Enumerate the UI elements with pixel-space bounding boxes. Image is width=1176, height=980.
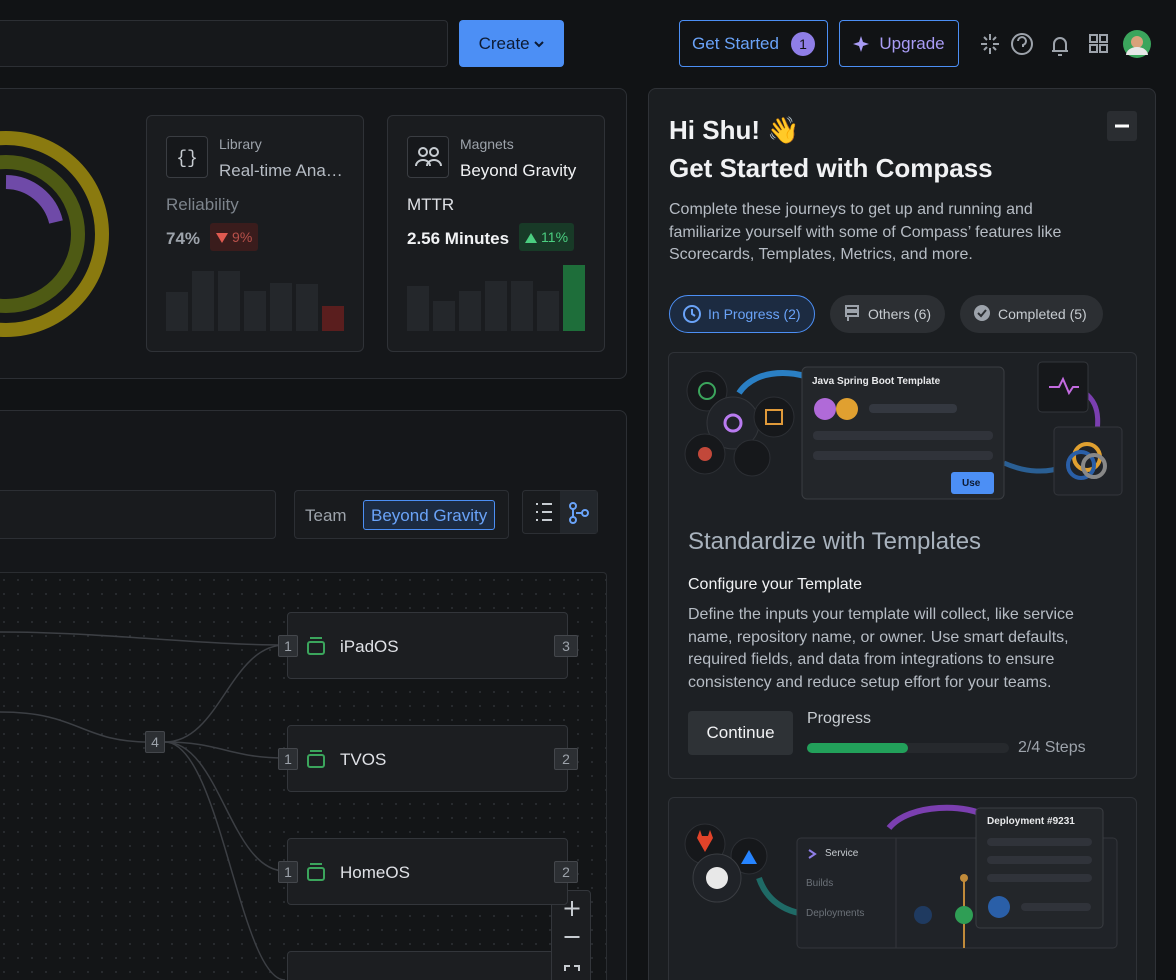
tab-icon (682, 304, 702, 327)
view-toggle[interactable] (522, 490, 598, 534)
journey-description: Define the inputs your template will col… (688, 606, 1074, 691)
spark-bar (511, 281, 533, 331)
create-label: Create (478, 33, 530, 53)
get-started-label: Get Started (692, 33, 779, 53)
node-icon (306, 636, 326, 661)
journey-card: Java Spring Boot Template Use Standardiz… (668, 352, 1137, 779)
search-input[interactable] (0, 490, 276, 539)
progress-fill (807, 743, 908, 753)
graph-node[interactable]: 1 iPadOS 3 (278, 612, 578, 679)
card-name: Beyond Gravity (460, 161, 577, 180)
metric-label: MTTR (407, 195, 455, 214)
card-kicker: Library (219, 136, 262, 152)
spark-bar (296, 284, 318, 331)
tab-icon (842, 303, 862, 326)
tab[interactable]: Completed (5) (960, 295, 1103, 333)
change-chip: 9% (210, 223, 259, 251)
card-kicker: Magnets (460, 136, 514, 152)
metric-value: 74% (166, 229, 201, 248)
chevron (534, 40, 545, 47)
input-port: 1 (278, 748, 298, 770)
upgrade-label: Upgrade (879, 33, 945, 53)
svg-text:{}: {} (176, 149, 198, 169)
spark-bar (322, 306, 344, 331)
panel-description: Complete these journeys to get up and ru… (669, 201, 1062, 263)
change-chip: 11% (519, 223, 575, 251)
card-icon (407, 136, 449, 178)
illustration-title: Java Spring Boot Template (812, 376, 941, 387)
metric-value: 2.56 Minutes (407, 229, 510, 248)
top-icons[interactable] (978, 30, 1158, 60)
menu-item: Builds (806, 878, 834, 889)
change-arrow (216, 231, 229, 247)
progress-label: Progress (807, 710, 872, 727)
search-box[interactable] (0, 20, 448, 67)
node-name: HomeOS (340, 863, 410, 882)
menu-item: Service (825, 848, 859, 859)
sparkle-icon (853, 35, 870, 52)
card-name: Real-time Ana… (219, 161, 343, 180)
donut-chart (0, 131, 109, 337)
node-icon (306, 749, 326, 774)
journey-step: Configure your Template (688, 576, 863, 593)
spark-bar (244, 291, 266, 331)
progress-track (807, 743, 1009, 753)
tab[interactable]: Others (6) (830, 295, 945, 333)
badge: 1 (790, 31, 815, 56)
tab[interactable]: In Progress (2) (669, 295, 815, 333)
progress-steps: 2/4 Steps (1018, 739, 1086, 756)
continue-button[interactable]: Continue (688, 711, 793, 755)
metric-label: Reliability (166, 195, 239, 214)
node-name: iPadOS (340, 637, 399, 656)
metric-card[interactable]: {} Library Real-time Ana… Reliability 74% 9% (146, 115, 364, 352)
spark-bar (270, 283, 292, 331)
panel-title: Get Started with Compass (669, 153, 993, 183)
team-filter[interactable]: Team Beyond Gravity (294, 490, 509, 539)
illustration-button: Use (962, 478, 981, 489)
spark-bar (407, 286, 429, 331)
minimize-button[interactable] (1107, 111, 1137, 141)
filter-label: Team (305, 506, 347, 525)
metric-card[interactable]: Magnets Beyond Gravity MTTR 2.56 Minutes 11% (387, 115, 605, 352)
zoom-controls (551, 890, 591, 980)
node-icon (306, 862, 326, 887)
next-journey-illustration (684, 804, 1118, 949)
greeting: Hi Shu! 👋 (669, 115, 800, 145)
filter-chip[interactable]: Beyond Gravity (363, 500, 496, 530)
upgrade-button[interactable]: Upgrade (839, 20, 959, 67)
graph-node[interactable]: 1 TVOS 2 (278, 725, 578, 792)
create-button[interactable]: Create (459, 20, 564, 67)
output-port: 2 (554, 861, 578, 883)
graph-edges (0, 631, 286, 980)
input-port: 1 (278, 635, 298, 657)
node-name: TVOS (340, 750, 387, 769)
spark-bar (537, 291, 559, 331)
spark-bar (192, 271, 214, 331)
spark-bar (166, 292, 188, 331)
get-started-button[interactable]: Get Started 1 (679, 20, 828, 67)
graph-node[interactable]: 1 HomeOS 2 (278, 838, 578, 905)
change-arrow (525, 231, 538, 247)
spark-bar (433, 301, 455, 331)
node-partial[interactable] (287, 951, 568, 980)
menu-item: Deployments (806, 908, 865, 919)
output-port: 3 (554, 635, 578, 657)
spark-bar (459, 291, 481, 331)
zoom-icons[interactable] (552, 891, 592, 980)
get-started-panel: Hi Shu! 👋 Get Started with Compass Compl… (648, 88, 1156, 980)
next-journey-card: Deployment #9231 Service Builds Deployment… (668, 797, 1137, 980)
output-port: 2 (554, 748, 578, 770)
input-port: 1 (278, 861, 298, 883)
card-icon: {} (166, 136, 208, 178)
deployment-title: Deployment #9231 (987, 816, 1075, 827)
spark-bar (563, 265, 585, 331)
spark-bar (218, 271, 240, 331)
tab-icon (972, 303, 992, 326)
journey-illustration (684, 361, 1123, 500)
hub-count: 4 (145, 731, 165, 753)
spark-bar (485, 281, 507, 331)
journey-title: Standardize with Templates (688, 528, 982, 555)
